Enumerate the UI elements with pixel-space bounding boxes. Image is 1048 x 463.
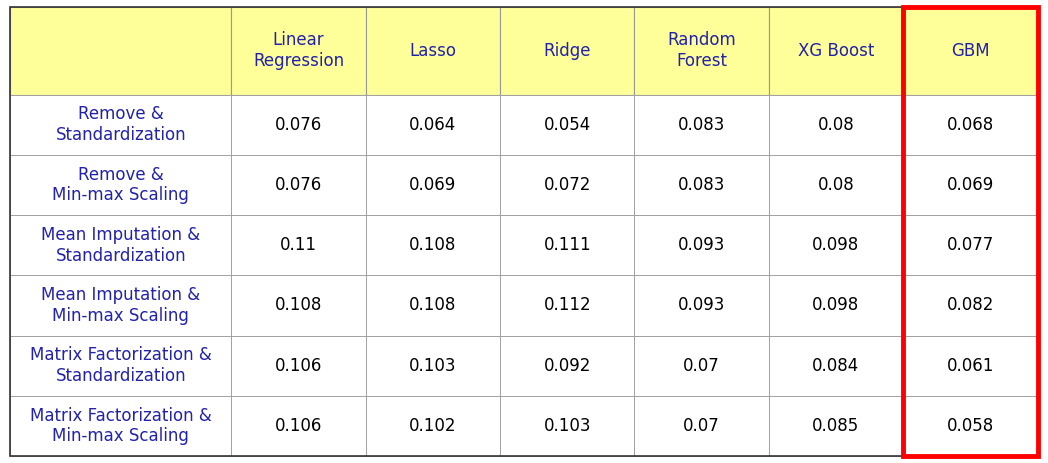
Bar — [232, 215, 366, 275]
Text: 0.069: 0.069 — [409, 176, 457, 194]
Text: 0.058: 0.058 — [946, 417, 994, 435]
Text: 0.08: 0.08 — [817, 116, 854, 134]
Text: Mean Imputation &
Standardization: Mean Imputation & Standardization — [41, 226, 200, 264]
Bar — [903, 94, 1038, 155]
Bar — [10, 94, 232, 155]
Text: 0.064: 0.064 — [409, 116, 457, 134]
Text: 0.068: 0.068 — [946, 116, 994, 134]
Text: 0.108: 0.108 — [409, 236, 457, 254]
Text: XG Boost: XG Boost — [798, 42, 874, 60]
Text: Remove &
Standardization: Remove & Standardization — [56, 105, 187, 144]
Text: Matrix Factorization &
Standardization: Matrix Factorization & Standardization — [30, 346, 212, 385]
Text: 0.077: 0.077 — [946, 236, 994, 254]
Text: Ridge: Ridge — [544, 42, 591, 60]
Bar — [500, 396, 634, 456]
Bar — [366, 215, 500, 275]
Text: 0.11: 0.11 — [280, 236, 316, 254]
Bar — [500, 336, 634, 396]
Text: 0.08: 0.08 — [817, 176, 854, 194]
Bar — [10, 396, 232, 456]
Bar — [500, 94, 634, 155]
Text: 0.098: 0.098 — [812, 296, 859, 314]
Bar — [500, 7, 634, 94]
Bar — [10, 336, 232, 396]
Text: Matrix Factorization &
Min-max Scaling: Matrix Factorization & Min-max Scaling — [30, 407, 212, 445]
Bar — [10, 7, 232, 94]
Bar — [903, 155, 1038, 215]
Bar — [366, 7, 500, 94]
Bar — [903, 215, 1038, 275]
Text: 0.111: 0.111 — [544, 236, 591, 254]
Bar — [769, 215, 903, 275]
Text: 0.084: 0.084 — [812, 357, 859, 375]
Bar — [500, 275, 634, 336]
Text: 0.061: 0.061 — [946, 357, 994, 375]
Bar — [769, 7, 903, 94]
Bar — [769, 396, 903, 456]
Bar — [232, 7, 366, 94]
Bar — [232, 336, 366, 396]
Bar — [232, 396, 366, 456]
Text: 0.092: 0.092 — [544, 357, 591, 375]
Bar — [634, 155, 769, 215]
Text: 0.07: 0.07 — [683, 357, 720, 375]
Bar — [634, 275, 769, 336]
Bar — [634, 396, 769, 456]
Bar — [634, 215, 769, 275]
Bar — [769, 336, 903, 396]
Bar — [366, 94, 500, 155]
Bar — [903, 275, 1038, 336]
Bar — [10, 155, 232, 215]
Text: Mean Imputation &
Min-max Scaling: Mean Imputation & Min-max Scaling — [41, 286, 200, 325]
Bar — [366, 336, 500, 396]
Bar — [769, 155, 903, 215]
Bar — [903, 7, 1038, 94]
Text: 0.054: 0.054 — [544, 116, 591, 134]
Text: Remove &
Min-max Scaling: Remove & Min-max Scaling — [52, 165, 190, 204]
Text: 0.083: 0.083 — [678, 176, 725, 194]
Bar — [10, 215, 232, 275]
Bar — [903, 336, 1038, 396]
Bar — [232, 155, 366, 215]
Bar — [903, 7, 1038, 456]
Text: 0.106: 0.106 — [275, 357, 322, 375]
Text: 0.069: 0.069 — [946, 176, 994, 194]
Text: 0.07: 0.07 — [683, 417, 720, 435]
Bar — [903, 396, 1038, 456]
Text: 0.103: 0.103 — [409, 357, 457, 375]
Bar — [769, 275, 903, 336]
Text: 0.103: 0.103 — [544, 417, 591, 435]
Text: GBM: GBM — [951, 42, 989, 60]
Text: 0.106: 0.106 — [275, 417, 322, 435]
Text: 0.083: 0.083 — [678, 116, 725, 134]
Bar — [769, 94, 903, 155]
Text: 0.102: 0.102 — [409, 417, 457, 435]
Bar — [500, 155, 634, 215]
Bar — [232, 275, 366, 336]
Text: Linear
Regression: Linear Regression — [253, 31, 344, 70]
Text: 0.085: 0.085 — [812, 417, 859, 435]
Text: 0.098: 0.098 — [812, 236, 859, 254]
Text: 0.093: 0.093 — [678, 296, 725, 314]
Text: 0.112: 0.112 — [544, 296, 591, 314]
Bar — [634, 7, 769, 94]
Text: 0.076: 0.076 — [275, 176, 322, 194]
Bar — [366, 275, 500, 336]
Text: 0.093: 0.093 — [678, 236, 725, 254]
Bar — [232, 94, 366, 155]
Bar — [634, 94, 769, 155]
Text: 0.082: 0.082 — [946, 296, 994, 314]
Text: 0.076: 0.076 — [275, 116, 322, 134]
Bar — [10, 275, 232, 336]
Text: 0.108: 0.108 — [275, 296, 322, 314]
Bar — [500, 215, 634, 275]
Text: 0.108: 0.108 — [409, 296, 457, 314]
Bar — [366, 155, 500, 215]
Text: 0.072: 0.072 — [544, 176, 591, 194]
Text: Lasso: Lasso — [410, 42, 456, 60]
Bar — [634, 336, 769, 396]
Text: Random
Forest: Random Forest — [668, 31, 736, 70]
Bar — [366, 396, 500, 456]
